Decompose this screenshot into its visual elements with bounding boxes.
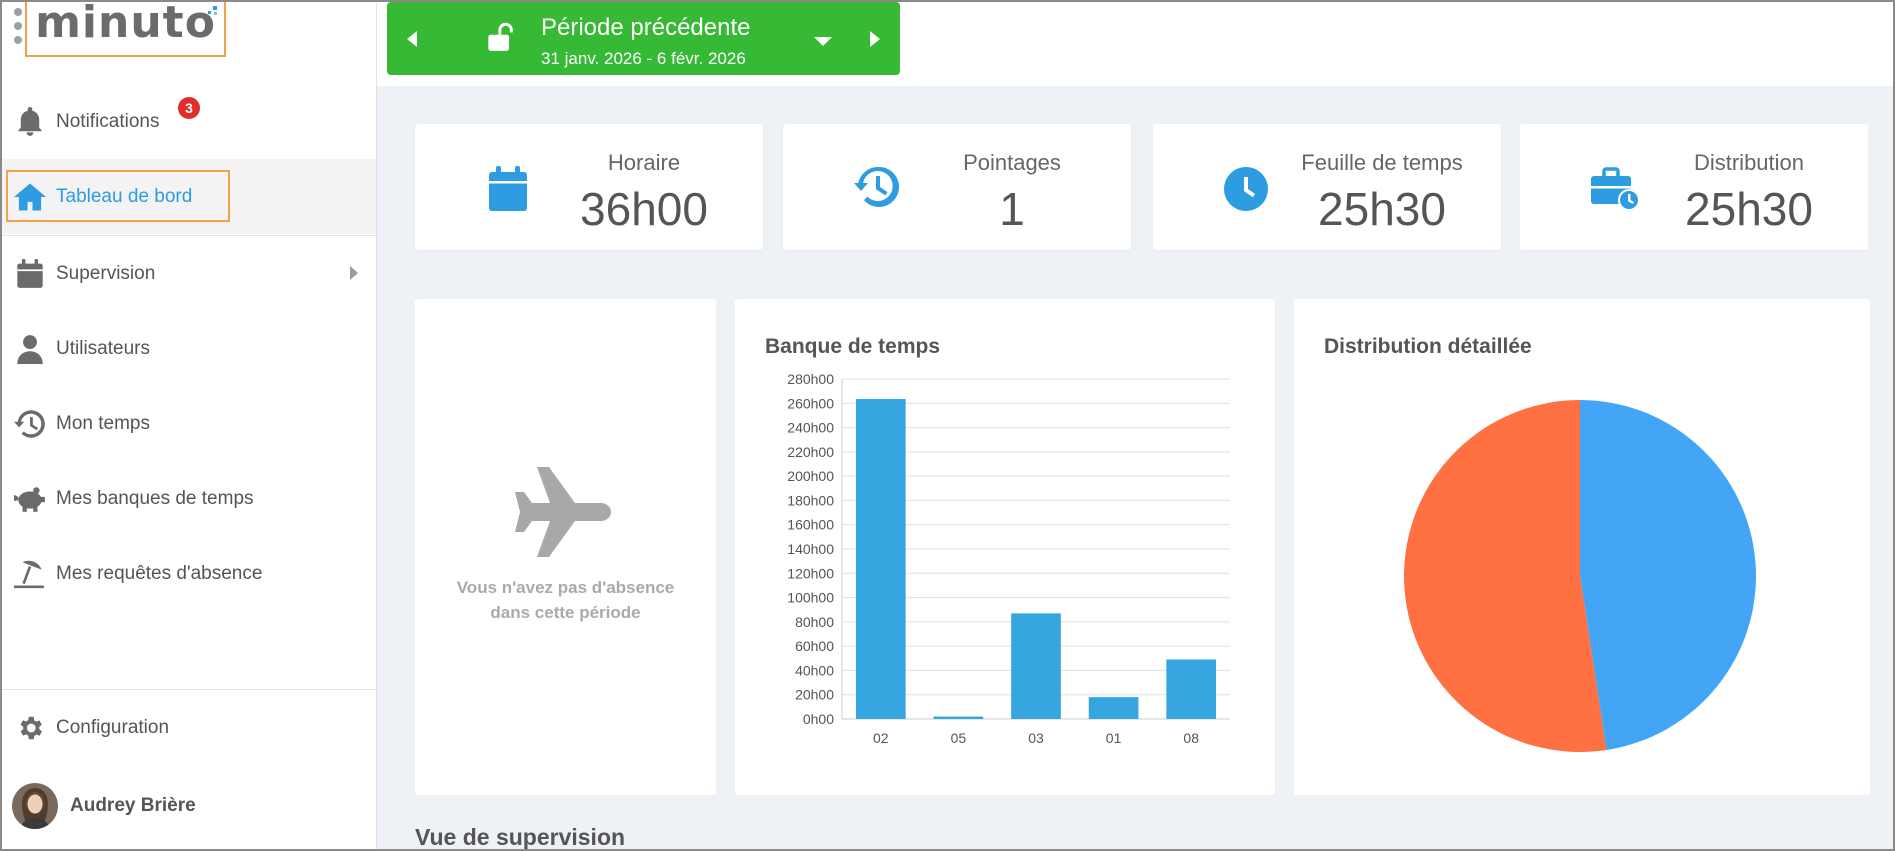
- period-title: Période précédente: [541, 14, 751, 41]
- stat-card-distribution[interactable]: Distribution 25h30: [1520, 124, 1868, 250]
- user-name: Audrey Brière: [70, 794, 196, 816]
- y-tick-label: 120h00: [787, 565, 834, 581]
- pie-slice[interactable]: [1580, 400, 1757, 751]
- sidebar-item-label: Utilisateurs: [56, 337, 150, 359]
- sidebar-item-label: Mes banques de temps: [56, 487, 254, 509]
- sidebar-item-label: Notifications: [56, 110, 160, 132]
- user-profile[interactable]: Audrey Brière: [0, 768, 376, 843]
- x-tick-label: 05: [951, 730, 967, 746]
- unlock-icon[interactable]: [487, 22, 515, 57]
- next-period-arrow-icon[interactable]: [870, 31, 880, 47]
- y-tick-label: 60h00: [795, 638, 834, 654]
- avatar: [12, 782, 58, 829]
- bell-icon: [14, 106, 46, 138]
- calendar-icon: [489, 166, 527, 211]
- sidebar-item-notifications[interactable]: Notifications: [0, 84, 376, 159]
- gear-icon: [14, 712, 46, 744]
- sidebar-item-my-time[interactable]: Mon temps: [0, 386, 376, 461]
- period-selector: Période précédente 31 janv. 2026 - 6 fév…: [387, 2, 900, 75]
- divider: [0, 235, 376, 236]
- stat-value: 1: [999, 183, 1025, 235]
- x-tick-label: 02: [873, 730, 889, 746]
- y-tick-label: 20h00: [795, 687, 834, 703]
- stat-card-punches[interactable]: Pointages 1: [783, 124, 1131, 250]
- logo-spark-icon: [208, 6, 217, 15]
- bar[interactable]: [1011, 613, 1061, 719]
- y-tick-label: 240h00: [787, 420, 834, 436]
- piggy-bank-icon: [14, 483, 46, 515]
- beach-umbrella-icon: [14, 558, 46, 590]
- y-tick-label: 0h00: [803, 711, 834, 727]
- y-tick-label: 280h00: [787, 371, 834, 387]
- notification-badge: 3: [176, 95, 202, 121]
- logo-text: minuto: [35, 0, 216, 48]
- y-tick-label: 200h00: [787, 468, 834, 484]
- history-icon: [14, 408, 46, 440]
- sidebar-item-users[interactable]: Utilisateurs: [0, 311, 376, 386]
- panel-title: Distribution détaillée: [1324, 335, 1532, 358]
- logo-box: minuto: [25, 0, 226, 57]
- sidebar-item-label: Mes requêtes d'absence: [56, 562, 263, 584]
- empty-absence-message: Vous n'avez pas d'absence dans cette pér…: [415, 575, 716, 625]
- empty-absence-line: dans cette période: [490, 603, 641, 622]
- empty-absence-line: Vous n'avez pas d'absence: [456, 578, 675, 597]
- stat-label: Distribution: [1693, 150, 1805, 175]
- briefcase-clock-icon: [1591, 167, 1640, 211]
- sidebar-item-absence[interactable]: Mes requêtes d'absence: [0, 536, 376, 611]
- x-tick-label: 08: [1183, 730, 1199, 746]
- y-tick-label: 160h00: [787, 517, 834, 533]
- x-tick-label: 01: [1106, 730, 1122, 746]
- y-tick-label: 140h00: [787, 541, 834, 557]
- stat-value: 36h00: [580, 183, 708, 235]
- y-tick-label: 80h00: [795, 614, 834, 630]
- period-dropdown-caret-icon[interactable]: [814, 37, 832, 46]
- home-icon: [14, 181, 46, 213]
- bar[interactable]: [1166, 659, 1217, 720]
- logo[interactable]: minuto: [8, 0, 228, 60]
- chevron-right-icon: [350, 266, 358, 280]
- airplane-icon: [515, 467, 611, 557]
- sidebar-item-label: Tableau de bord: [56, 185, 193, 207]
- bar[interactable]: [855, 399, 906, 719]
- stat-label: Feuille de temps: [1301, 150, 1463, 175]
- history-icon: [854, 166, 899, 207]
- pie-slice[interactable]: [1404, 400, 1607, 752]
- y-tick-label: 40h00: [795, 662, 834, 678]
- bar[interactable]: [933, 716, 984, 719]
- sidebar-item-label: Mon temps: [56, 412, 150, 434]
- stat-card-schedule[interactable]: Horaire 36h00: [415, 124, 763, 250]
- calendar-icon: [14, 258, 46, 290]
- clock-icon: [1224, 167, 1268, 211]
- stat-value: 25h30: [1318, 183, 1446, 235]
- stat-label: Pointages: [963, 150, 1061, 175]
- distribution-pie-chart: [1404, 400, 1757, 752]
- sidebar-item-supervision[interactable]: Supervision: [0, 236, 376, 311]
- absence-panel: Vous n'avez pas d'absence dans cette pér…: [415, 299, 716, 795]
- stat-card-timesheet[interactable]: Feuille de temps 25h30: [1153, 124, 1501, 250]
- user-icon: [14, 333, 46, 365]
- distribution-panel: Distribution détaillée: [1294, 299, 1870, 795]
- y-tick-label: 180h00: [787, 492, 834, 508]
- panel-title: Banque de temps: [765, 335, 941, 358]
- bar[interactable]: [1088, 697, 1139, 719]
- y-tick-label: 260h00: [787, 395, 834, 411]
- section-title: Vue de supervision: [415, 824, 626, 850]
- time-bank-panel: Banque de temps 0h00 20h00 40h00 60h00 80h00…: [735, 299, 1275, 795]
- time-bank-bar-chart: 0h00 20h00 40h00 60h00 80h00 100h00 120h00 140h…: [787, 371, 1230, 746]
- sidebar-item-label: Supervision: [56, 262, 156, 284]
- y-tick-label: 220h00: [787, 444, 834, 460]
- previous-period-arrow-icon[interactable]: [407, 31, 417, 47]
- sidebar-item-configuration[interactable]: Configuration: [0, 690, 376, 765]
- sidebar-item-label: Configuration: [56, 716, 170, 738]
- sidebar-item-time-banks[interactable]: Mes banques de temps: [0, 461, 376, 536]
- period-dates: 31 janv. 2026 - 6 févr. 2026: [541, 49, 746, 68]
- x-tick-label: 03: [1028, 730, 1044, 746]
- stat-value: 25h30: [1685, 183, 1813, 235]
- sidebar: minuto Notifications 3 Tableau de bord S…: [0, 0, 377, 851]
- divider: [0, 689, 376, 690]
- app-menu-dots-icon[interactable]: [14, 8, 22, 50]
- active-item-highlight: [6, 170, 230, 222]
- y-tick-label: 100h00: [787, 590, 834, 606]
- stat-label: Horaire: [607, 150, 681, 175]
